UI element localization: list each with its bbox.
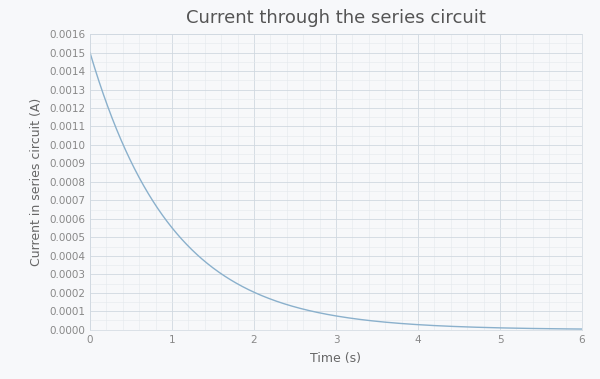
X-axis label: Time (s): Time (s) [311, 352, 361, 365]
Title: Current through the series circuit: Current through the series circuit [186, 9, 486, 27]
Y-axis label: Current in series circuit (A): Current in series circuit (A) [31, 98, 43, 266]
